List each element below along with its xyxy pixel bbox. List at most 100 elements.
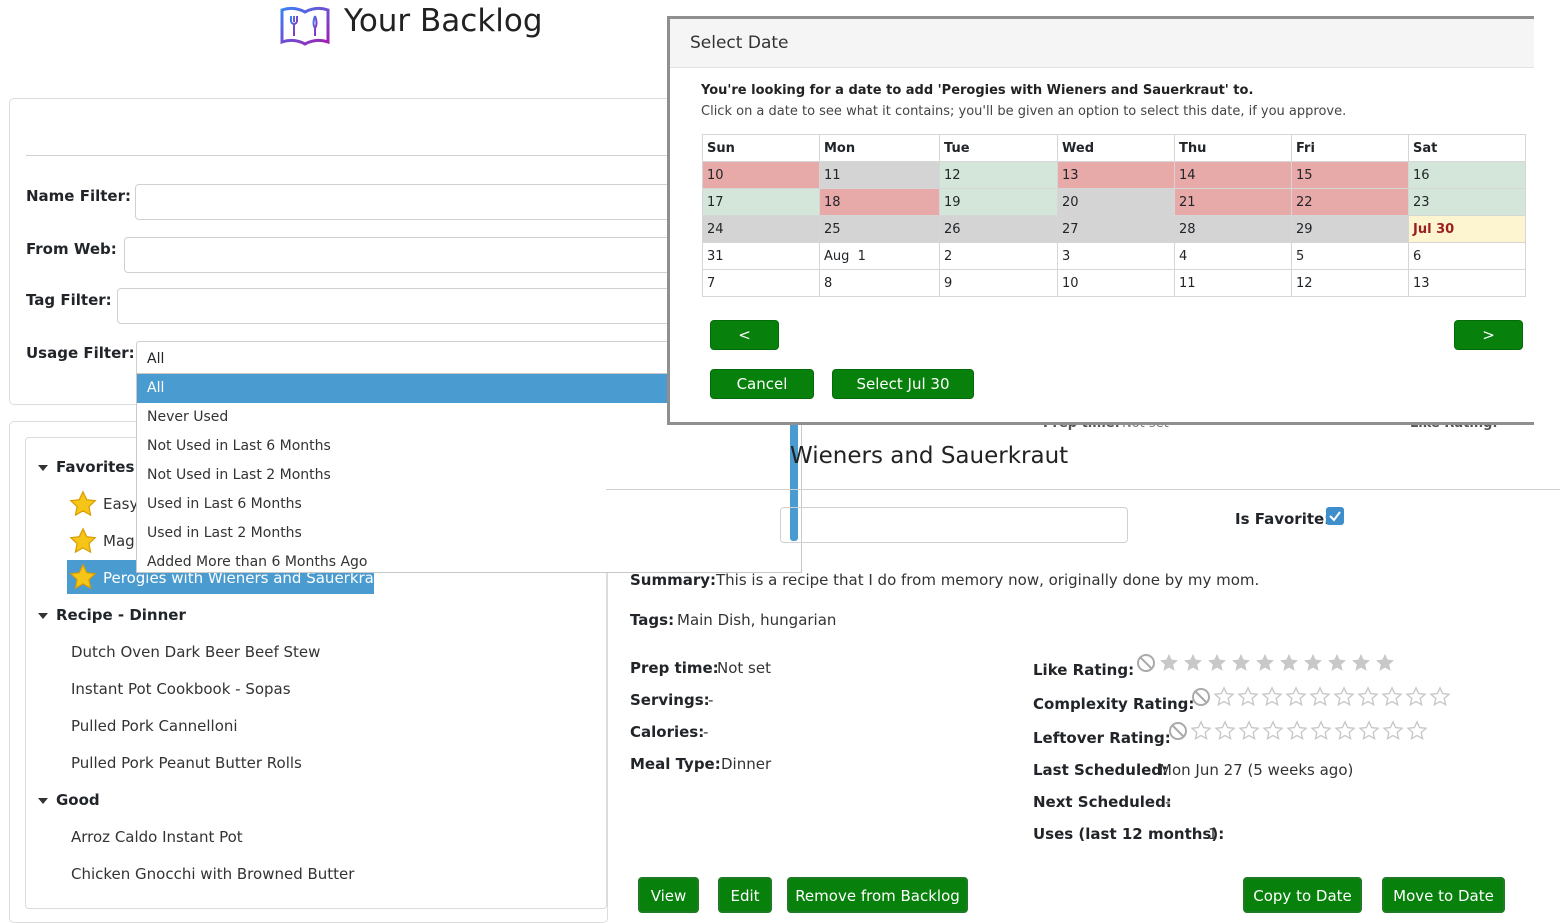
recipe-name-input[interactable]	[780, 507, 1128, 543]
calendar-day[interactable]: 10	[702, 161, 820, 189]
rating-star-icon[interactable]	[1429, 686, 1451, 708]
select-date-button[interactable]: Select Jul 30	[832, 369, 974, 399]
usage-option[interactable]: Not Used in Last 6 Months	[147, 438, 331, 454]
rating-star-icon[interactable]	[1237, 686, 1259, 708]
calendar-day[interactable]: 5	[1291, 242, 1409, 270]
calendar-day[interactable]: 14	[1174, 161, 1292, 189]
next-month-button[interactable]: >	[1454, 320, 1523, 350]
calendar-day[interactable]: 29	[1291, 215, 1409, 243]
calendar-day[interactable]: 17	[702, 188, 820, 216]
rating-star-icon[interactable]	[1158, 652, 1180, 674]
calendar-day[interactable]: 25	[819, 215, 940, 243]
calendar-day[interactable]: 22	[1291, 188, 1409, 216]
rating-star-icon[interactable]	[1262, 720, 1284, 742]
tree-group-recipe-dinner[interactable]: Recipe - Dinner	[38, 606, 186, 624]
calendar-day[interactable]: 12	[939, 161, 1058, 189]
rating-star-icon[interactable]	[1309, 686, 1331, 708]
usage-option[interactable]: Not Used in Last 2 Months	[147, 467, 331, 483]
tree-item[interactable]: Instant Pot Cookbook - Sopas	[71, 680, 291, 698]
tree-group-good[interactable]: Good	[38, 791, 100, 809]
calendar-day[interactable]: 4	[1174, 242, 1292, 270]
calendar-day[interactable]: 31	[702, 242, 820, 270]
calendar-day[interactable]: 10	[1057, 269, 1175, 297]
rating-star-icon[interactable]	[1214, 720, 1236, 742]
clear-rating-icon[interactable]	[1168, 721, 1188, 741]
calendar-day[interactable]: 13	[1057, 161, 1175, 189]
calendar-day[interactable]: 28	[1174, 215, 1292, 243]
is-favorite-checkbox[interactable]	[1326, 507, 1344, 525]
rating-star-icon[interactable]	[1261, 686, 1283, 708]
tree-item[interactable]: Chicken Gnocchi with Browned Butter	[71, 865, 355, 883]
calendar-day[interactable]: 24	[702, 215, 820, 243]
calendar-day[interactable]: 13	[1408, 269, 1526, 297]
clear-rating-icon[interactable]	[1191, 687, 1211, 707]
calendar-day[interactable]: 12	[1291, 269, 1409, 297]
complexity-rating-stars[interactable]	[1191, 686, 1451, 708]
rating-star-icon[interactable]	[1405, 686, 1427, 708]
web-filter-input[interactable]	[124, 237, 677, 273]
edit-button[interactable]: Edit	[718, 877, 772, 913]
remove-from-backlog-button[interactable]: Remove from Backlog	[787, 877, 968, 913]
calendar-day[interactable]: 11	[1174, 269, 1292, 297]
view-button[interactable]: View	[638, 877, 699, 913]
rating-star-icon[interactable]	[1286, 720, 1308, 742]
calendar-day[interactable]: 3	[1057, 242, 1175, 270]
rating-star-icon[interactable]	[1381, 686, 1403, 708]
calendar-day[interactable]: 26	[939, 215, 1058, 243]
rating-star-icon[interactable]	[1326, 652, 1348, 674]
name-filter-input[interactable]	[135, 184, 677, 220]
tree-item[interactable]: Pulled Pork Cannelloni	[71, 717, 238, 735]
calendar-day[interactable]: 9	[939, 269, 1058, 297]
calendar-day[interactable]: 2	[939, 242, 1058, 270]
rating-star-icon[interactable]	[1358, 720, 1380, 742]
tree-item[interactable]: Easy	[103, 495, 139, 513]
calendar-day[interactable]: Aug 1	[819, 242, 940, 270]
usage-option[interactable]: Never Used	[147, 409, 229, 425]
tree-item[interactable]: Dutch Oven Dark Beer Beef Stew	[71, 643, 321, 661]
move-to-date-button[interactable]: Move to Date	[1382, 877, 1505, 913]
rating-star-icon[interactable]	[1230, 652, 1252, 674]
prev-month-button[interactable]: <	[710, 320, 779, 350]
calendar-day[interactable]: 19	[939, 188, 1058, 216]
rating-star-icon[interactable]	[1278, 652, 1300, 674]
calendar-day-selected[interactable]: Jul 30	[1408, 215, 1526, 243]
tag-filter-input[interactable]	[117, 288, 677, 324]
calendar-day[interactable]: 7	[702, 269, 820, 297]
rating-star-icon[interactable]	[1206, 652, 1228, 674]
rating-star-icon[interactable]	[1190, 720, 1212, 742]
rating-star-icon[interactable]	[1350, 652, 1372, 674]
calendar-day[interactable]: 21	[1174, 188, 1292, 216]
rating-star-icon[interactable]	[1213, 686, 1235, 708]
calendar-day[interactable]: 20	[1057, 188, 1175, 216]
rating-star-icon[interactable]	[1182, 652, 1204, 674]
usage-option[interactable]: Used in Last 6 Months	[147, 496, 302, 512]
rating-star-icon[interactable]	[1382, 720, 1404, 742]
rating-star-icon[interactable]	[1374, 652, 1396, 674]
calendar-day[interactable]: 15	[1291, 161, 1409, 189]
tree-item[interactable]: Mag	[103, 532, 135, 550]
clear-rating-icon[interactable]	[1136, 653, 1156, 673]
rating-star-icon[interactable]	[1254, 652, 1276, 674]
cancel-button[interactable]: Cancel	[710, 369, 814, 399]
rating-star-icon[interactable]	[1285, 686, 1307, 708]
calendar-day[interactable]: 18	[819, 188, 940, 216]
usage-filter-select[interactable]: All	[136, 341, 678, 375]
usage-option[interactable]: Added More than 6 Months Ago	[147, 554, 368, 570]
usage-option[interactable]: Used in Last 2 Months	[147, 525, 302, 541]
like-rating-stars[interactable]	[1136, 652, 1396, 674]
tree-item[interactable]: Pulled Pork Peanut Butter Rolls	[71, 754, 302, 772]
rating-star-icon[interactable]	[1302, 652, 1324, 674]
calendar-day[interactable]: 23	[1408, 188, 1526, 216]
rating-star-icon[interactable]	[1406, 720, 1428, 742]
calendar-day[interactable]: 11	[819, 161, 940, 189]
rating-star-icon[interactable]	[1334, 720, 1356, 742]
calendar-day[interactable]: 8	[819, 269, 940, 297]
rating-star-icon[interactable]	[1238, 720, 1260, 742]
tree-item[interactable]: Arroz Caldo Instant Pot	[71, 828, 243, 846]
calendar-day[interactable]: 27	[1057, 215, 1175, 243]
copy-to-date-button[interactable]: Copy to Date	[1243, 877, 1362, 913]
rating-star-icon[interactable]	[1333, 686, 1355, 708]
calendar-day[interactable]: 16	[1408, 161, 1526, 189]
rating-star-icon[interactable]	[1310, 720, 1332, 742]
tree-group-favorites[interactable]: Favorites -	[38, 458, 146, 476]
